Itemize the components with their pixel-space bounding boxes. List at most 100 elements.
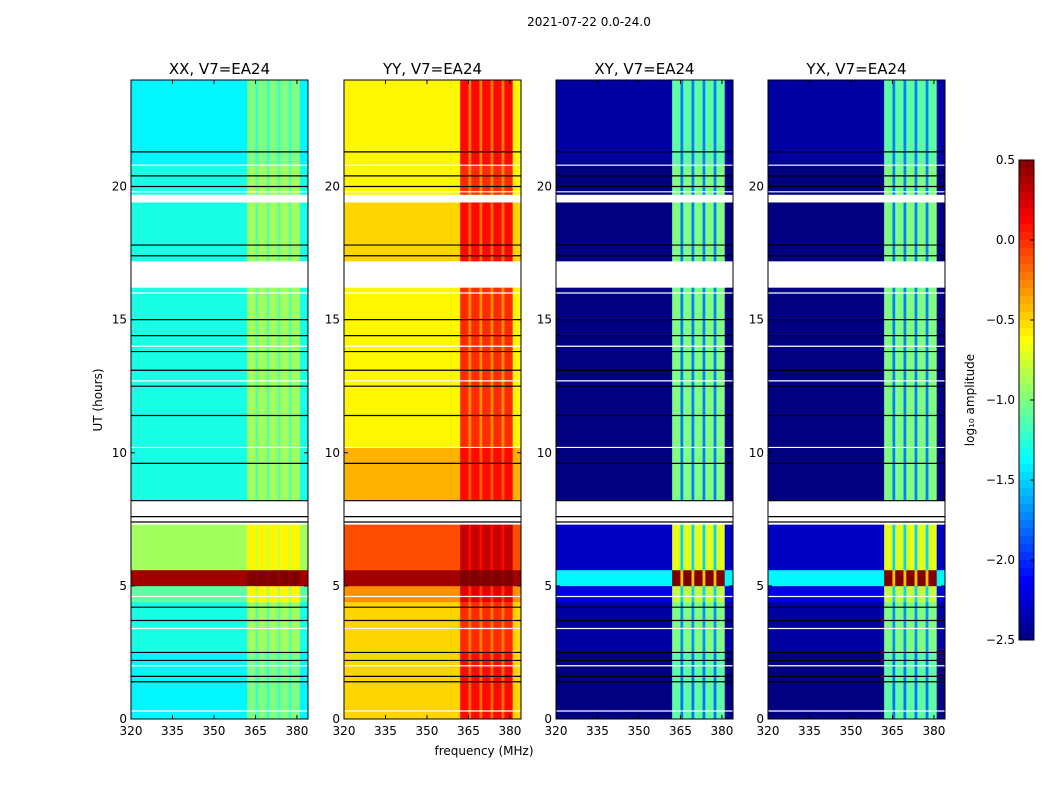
heatmap-cell	[482, 80, 491, 166]
heatmap-cell	[471, 202, 480, 262]
colorbar-segment	[1019, 376, 1034, 385]
heatmap-cell	[691, 601, 695, 653]
heatmap-cell	[468, 524, 472, 571]
x-tick-label: 320	[333, 724, 356, 738]
heatmap-cell	[512, 601, 522, 653]
colorbar-segment	[1019, 448, 1034, 457]
colorbar-tick-label: −2.0	[986, 553, 1015, 567]
heatmap-cell	[291, 524, 301, 571]
heatmap-cell	[556, 287, 673, 448]
heatmap-cell	[884, 202, 893, 262]
colorbar-segment	[1019, 360, 1034, 369]
heatmap-cell	[468, 80, 472, 166]
heatmap-cell	[490, 447, 494, 501]
heatmap-cell	[269, 165, 278, 195]
heatmap-cell	[280, 165, 289, 195]
heatmap-cell	[504, 80, 514, 166]
heatmap-cell	[694, 585, 703, 603]
colorbar-segment	[1019, 536, 1034, 545]
heatmap-cell	[683, 601, 692, 653]
heatmap-cell	[936, 524, 946, 571]
plot-frame	[767, 79, 946, 720]
heatmap-cell	[694, 524, 703, 571]
colorbar-segment	[1019, 216, 1034, 225]
heatmap-cell	[895, 585, 904, 603]
heatmap-cell	[716, 524, 726, 571]
heatmap-cell	[713, 447, 717, 501]
heatmap-cell	[344, 80, 461, 166]
heatmap-cell	[925, 287, 929, 448]
heatmap-cell	[299, 80, 309, 166]
colorbar-segment	[1019, 528, 1034, 537]
heatmap-cell	[269, 524, 278, 571]
heatmap-cell	[280, 652, 289, 720]
heatmap-cell	[683, 652, 692, 720]
heatmap-cell	[131, 80, 248, 166]
heatmap-cell	[501, 447, 505, 501]
heatmap-cell	[277, 524, 281, 571]
heatmap-cell	[479, 585, 483, 603]
colorbar-tick-label: 0.0	[996, 233, 1015, 247]
heatmap-cell	[247, 202, 256, 262]
heatmap-cell	[460, 601, 469, 653]
heatmap-cell	[277, 652, 281, 720]
heatmap-cell	[131, 447, 248, 501]
heatmap-cell	[512, 447, 522, 501]
heatmap-cell	[724, 652, 734, 720]
heatmap-cell	[258, 652, 267, 720]
panel-title: XX, V7=EA24	[169, 60, 270, 78]
heatmap-cell	[713, 524, 717, 571]
heatmap-cell	[702, 652, 706, 720]
heatmap-cell	[903, 652, 907, 720]
heatmap-cell	[705, 652, 714, 720]
colorbar-segment	[1019, 456, 1034, 465]
heatmap-cell	[917, 287, 926, 448]
heatmap-cell	[914, 202, 918, 262]
x-tick-label: 350	[416, 724, 439, 738]
colorbar-segment	[1019, 496, 1034, 505]
heatmap-cell	[702, 80, 706, 166]
colorbar-segment	[1019, 632, 1034, 641]
heatmap-cell	[247, 165, 256, 195]
colorbar-segment	[1019, 472, 1034, 481]
heatmap-cell	[702, 202, 706, 262]
heatmap-cell	[680, 585, 684, 603]
heatmap-cell	[768, 524, 885, 571]
heatmap-cell	[512, 652, 522, 720]
y-tick-label: 20	[325, 180, 340, 194]
heatmap-cell	[131, 652, 248, 720]
heatmap-cell	[479, 447, 483, 501]
colorbar-segment	[1019, 600, 1034, 609]
heatmap-cell	[884, 585, 893, 603]
heatmap-cell	[501, 524, 505, 571]
heatmap-cell	[724, 524, 734, 571]
heatmap-cell	[512, 80, 522, 166]
heatmap-cell	[344, 601, 461, 653]
heatmap-cell	[255, 287, 259, 448]
heatmap-cell	[280, 601, 289, 653]
heatmap-cell	[479, 524, 483, 571]
heatmap-panel: XY, V7=EA24 320 335 350 365 380 0 5 10 15 20	[537, 60, 734, 738]
heatmap-cell	[914, 447, 918, 501]
colorbar-segment	[1019, 584, 1034, 593]
heatmap-cell	[493, 569, 502, 587]
heatmap-cell	[344, 165, 461, 195]
heatmap-cell	[493, 601, 502, 653]
heatmap-cell	[280, 524, 289, 571]
y-tick-label: 20	[112, 180, 127, 194]
heatmap-cell	[683, 585, 692, 603]
y-tick-label: 0	[332, 712, 340, 726]
heatmap-cell	[266, 652, 270, 720]
heatmap-cell	[702, 601, 706, 653]
heatmap-cell	[928, 165, 938, 195]
heatmap-cell	[501, 202, 505, 262]
heatmap-cell	[255, 569, 259, 587]
heatmap-cell	[299, 601, 309, 653]
heatmap-cell	[914, 80, 918, 166]
colorbar-tick-label: −2.5	[986, 633, 1015, 647]
y-tick-label: 10	[537, 446, 552, 460]
heatmap-cell	[504, 652, 514, 720]
colorbar-segment	[1019, 176, 1034, 185]
heatmap-cell	[884, 80, 893, 166]
heatmap-cell	[291, 447, 301, 501]
